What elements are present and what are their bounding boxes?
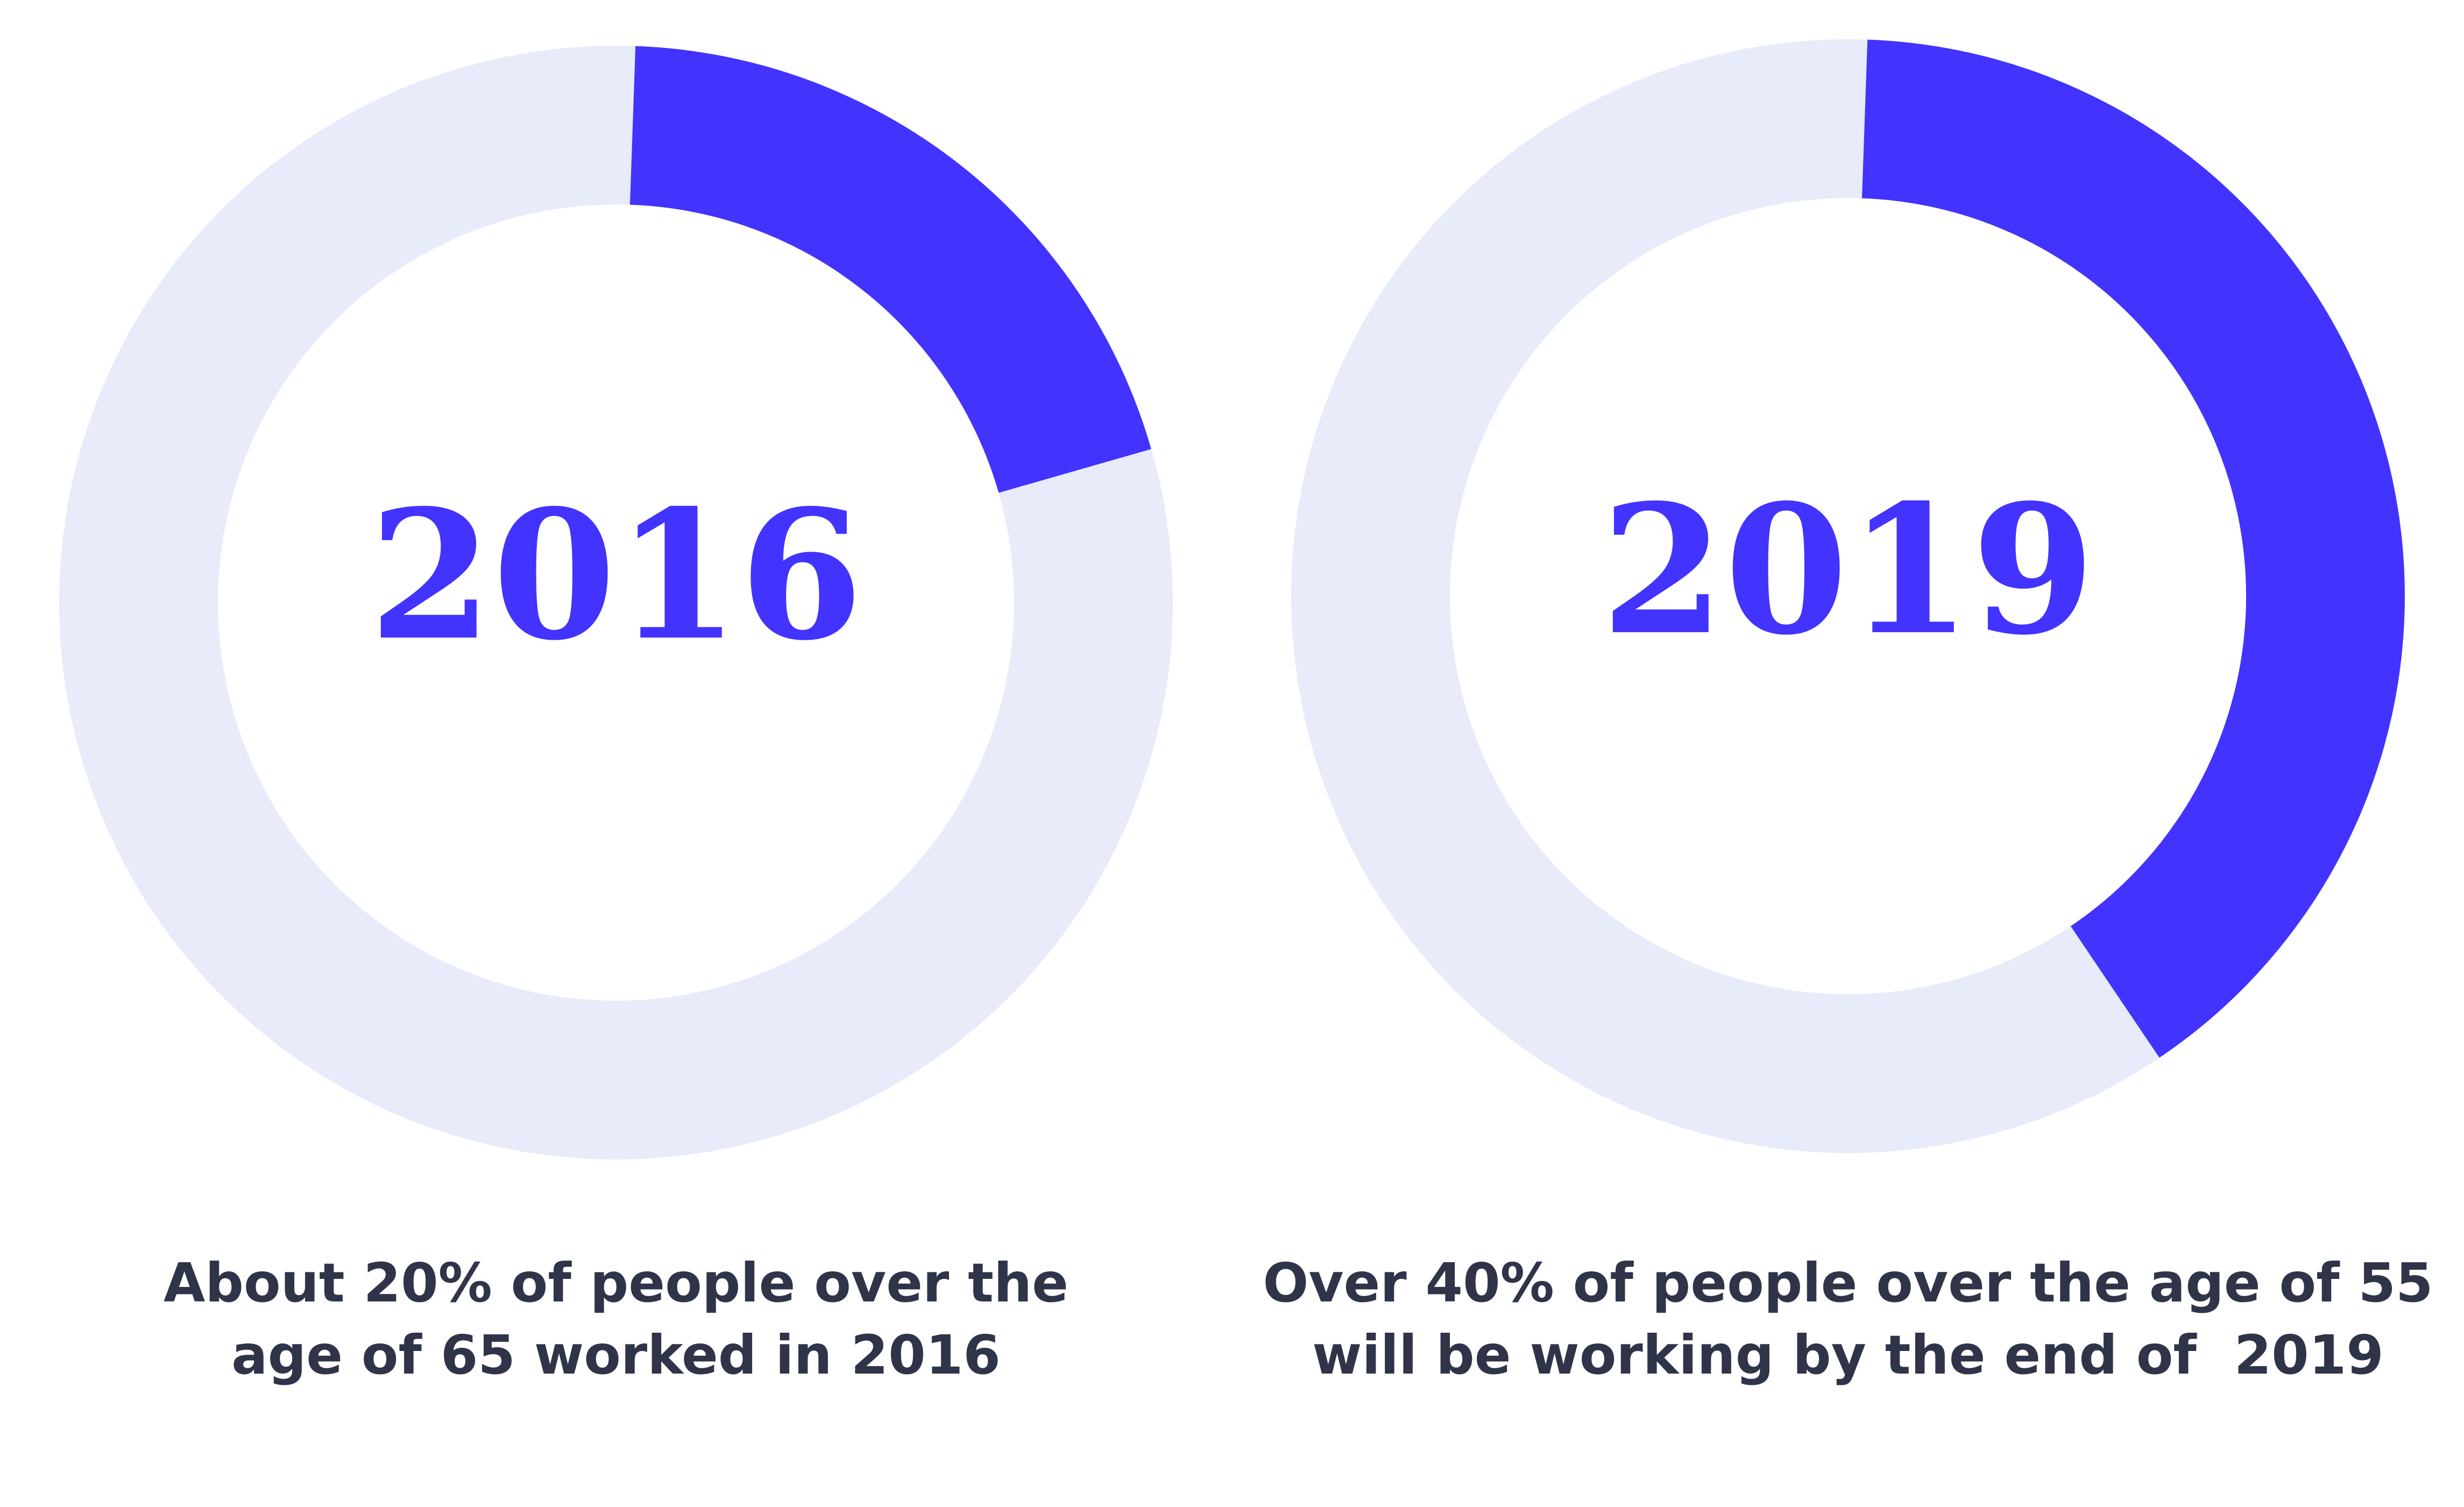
donut-slice-remainder xyxy=(1291,39,2159,1154)
donut-slice-highlight xyxy=(1861,39,2405,1058)
donut-center-label: 2019 xyxy=(1601,465,2095,674)
donut-slice-highlight xyxy=(629,46,1151,493)
caption-line: age of 65 worked in 2016 xyxy=(231,1324,1001,1386)
chart-caption: About 20% of people over the age of 65 w… xyxy=(0,1247,1232,1391)
donut-center-label: 2016 xyxy=(369,471,863,680)
donut-chart-2016: 2016 xyxy=(59,46,1173,1160)
chart-caption: Over 40% of people over the age of 55 wi… xyxy=(1232,1247,2464,1391)
caption-line: About 20% of people over the xyxy=(164,1251,1068,1314)
donut-panel-2019: 2019 Over 40% of people over the age of … xyxy=(1232,0,2464,1507)
donut-panel-2016: 2016 About 20% of people over the age of… xyxy=(0,46,1232,1391)
donut-slices xyxy=(59,46,1173,1160)
donut-chart-2019: 2019 xyxy=(1291,39,2405,1154)
donut-slices xyxy=(1291,39,2405,1154)
caption-line: will be working by the end of 2019 xyxy=(1312,1324,2384,1386)
caption-line: Over 40% of people over the age of 55 xyxy=(1263,1251,2433,1314)
